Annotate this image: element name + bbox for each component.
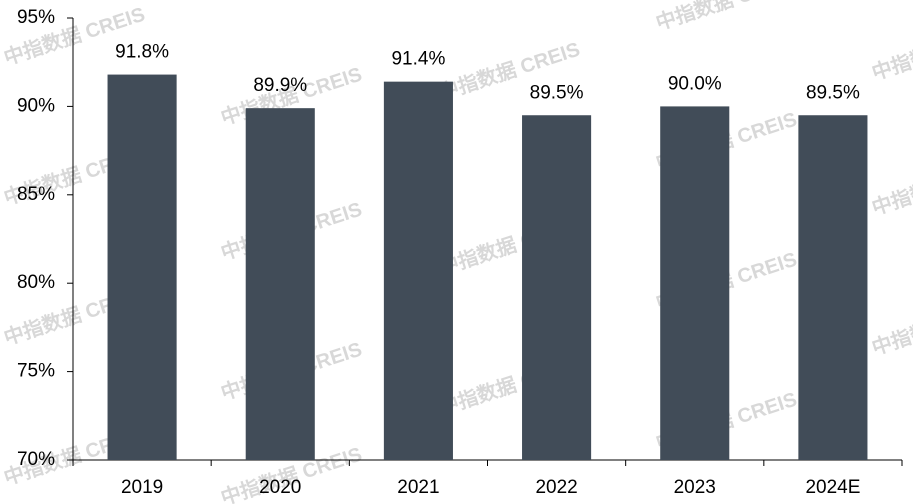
value-label: 89.9%: [253, 75, 307, 96]
bar: [383, 81, 453, 460]
watermark: 中指数据 CREIS: [653, 0, 800, 35]
y-tick-label: 75%: [17, 361, 55, 382]
watermark: 中指数据 CREIS: [869, 292, 913, 360]
y-tick-label: 90%: [17, 95, 55, 116]
value-label: 89.5%: [530, 82, 584, 103]
bar: [522, 115, 592, 461]
y-tick-label: 95%: [17, 7, 55, 28]
bar: [798, 115, 868, 461]
value-label: 91.8%: [115, 42, 169, 63]
x-tick-label: 2019: [121, 477, 163, 498]
y-tick-label: 80%: [17, 272, 55, 293]
bar: [660, 106, 730, 461]
value-label: 89.5%: [806, 82, 860, 103]
watermark: 中指数据 CREIS: [869, 17, 913, 85]
x-tick-label: 2020: [259, 477, 301, 498]
x-tick-label: 2021: [397, 477, 439, 498]
x-tick-label: 2024E: [805, 477, 860, 498]
value-label: 90.0%: [668, 73, 722, 94]
y-tick-label: 70%: [17, 449, 55, 470]
watermark: 中指数据 CREIS: [869, 152, 913, 220]
bar: [107, 74, 177, 461]
value-label: 91.4%: [391, 49, 445, 70]
x-tick-label: 2022: [535, 477, 577, 498]
y-tick-label: 85%: [17, 184, 55, 205]
bar: [245, 108, 315, 460]
x-tick-label: 2023: [674, 477, 716, 498]
